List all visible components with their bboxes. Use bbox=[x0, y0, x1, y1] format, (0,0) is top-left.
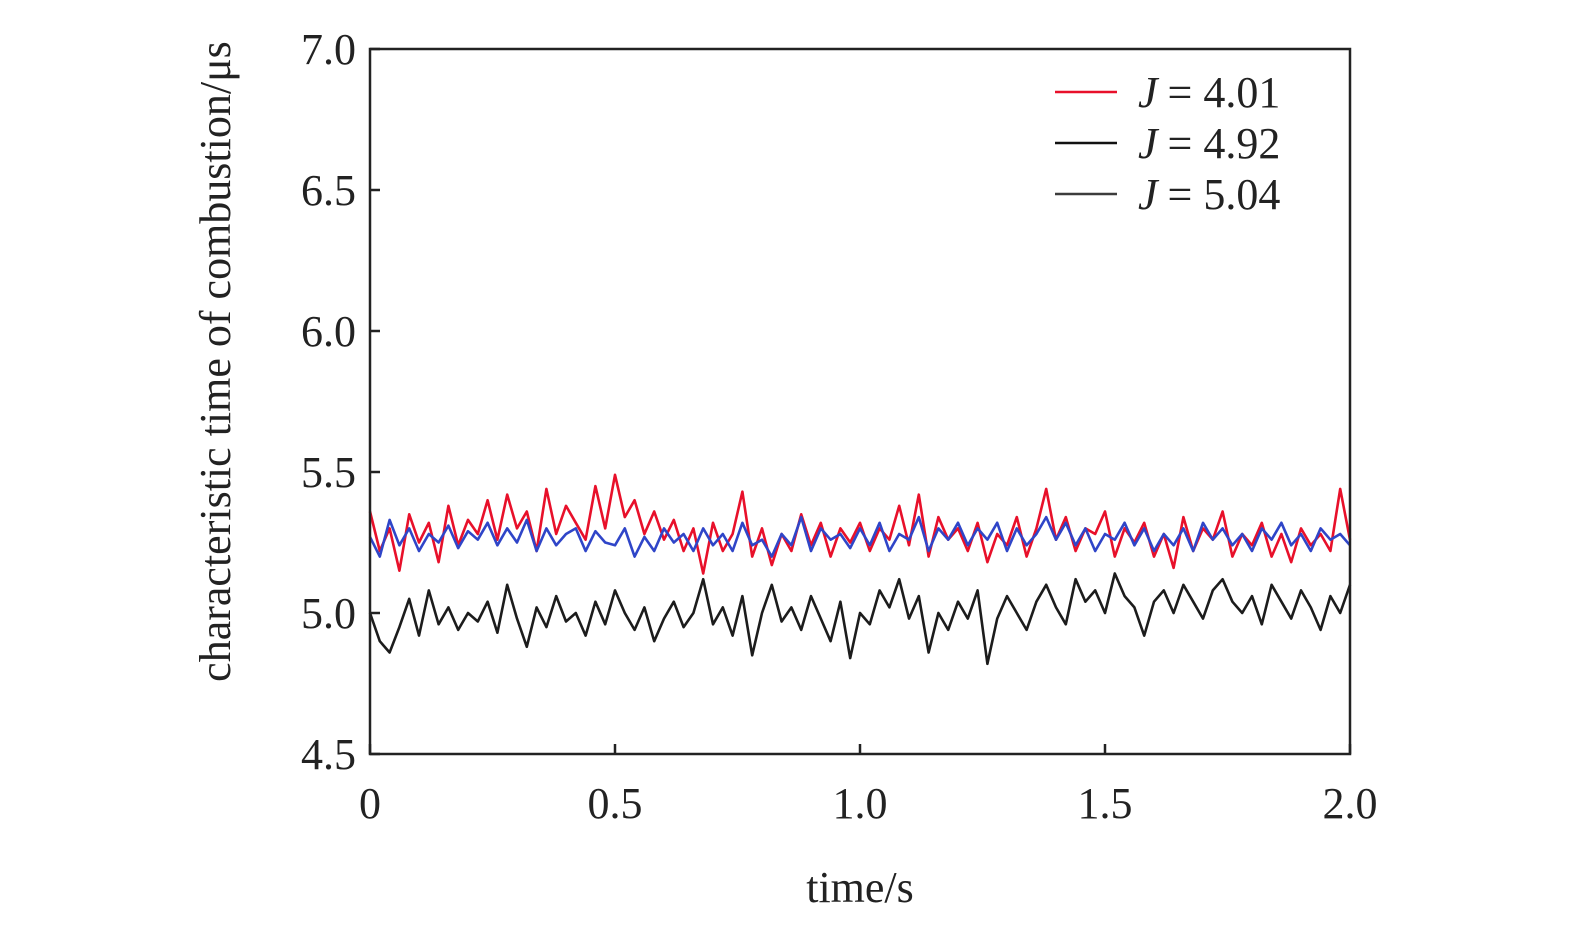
y-tick-label: 5.5 bbox=[301, 448, 356, 497]
legend-value: = 4.01 bbox=[1168, 68, 1281, 117]
legend-entry-3: J = 5.04 bbox=[1138, 170, 1280, 219]
x-tick-label: 0.5 bbox=[588, 779, 643, 828]
x-tick-label: 0 bbox=[359, 779, 381, 828]
series-layer bbox=[368, 473, 1352, 666]
x-tick-label: 2.0 bbox=[1323, 779, 1378, 828]
y-tick-label: 6.0 bbox=[301, 307, 356, 356]
x-tick-label: 1.0 bbox=[833, 779, 888, 828]
x-axis-label: time/s bbox=[806, 863, 914, 912]
legend-symbol: J bbox=[1138, 68, 1160, 117]
y-tick-label: 7.0 bbox=[301, 25, 356, 74]
legend-symbol: J bbox=[1138, 119, 1160, 168]
legend-entry-2: J = 4.92 bbox=[1138, 119, 1280, 168]
y-axis-label: characteristic time of combustion/μs bbox=[191, 41, 240, 682]
legend-symbol: J bbox=[1138, 170, 1160, 219]
y-tick-label: 6.5 bbox=[301, 166, 356, 215]
legend-value: = 4.92 bbox=[1168, 119, 1281, 168]
y-tick-label: 4.5 bbox=[301, 730, 356, 779]
series-line-2 bbox=[368, 572, 1352, 666]
ticks-layer: 0 0.5 1.0 1.5 2.0 4.5 5.0 5.5 6.0 6.5 7.0 bbox=[301, 25, 1378, 828]
legend-value: = 5.04 bbox=[1168, 170, 1281, 219]
x-tick-label: 1.5 bbox=[1078, 779, 1133, 828]
series-line-3 bbox=[368, 515, 1351, 558]
y-tick-label: 5.0 bbox=[301, 589, 356, 638]
legend-entry-1: J = 4.01 bbox=[1138, 68, 1280, 117]
legend: J = 4.01J = 4.92J = 5.04 bbox=[1055, 68, 1280, 219]
